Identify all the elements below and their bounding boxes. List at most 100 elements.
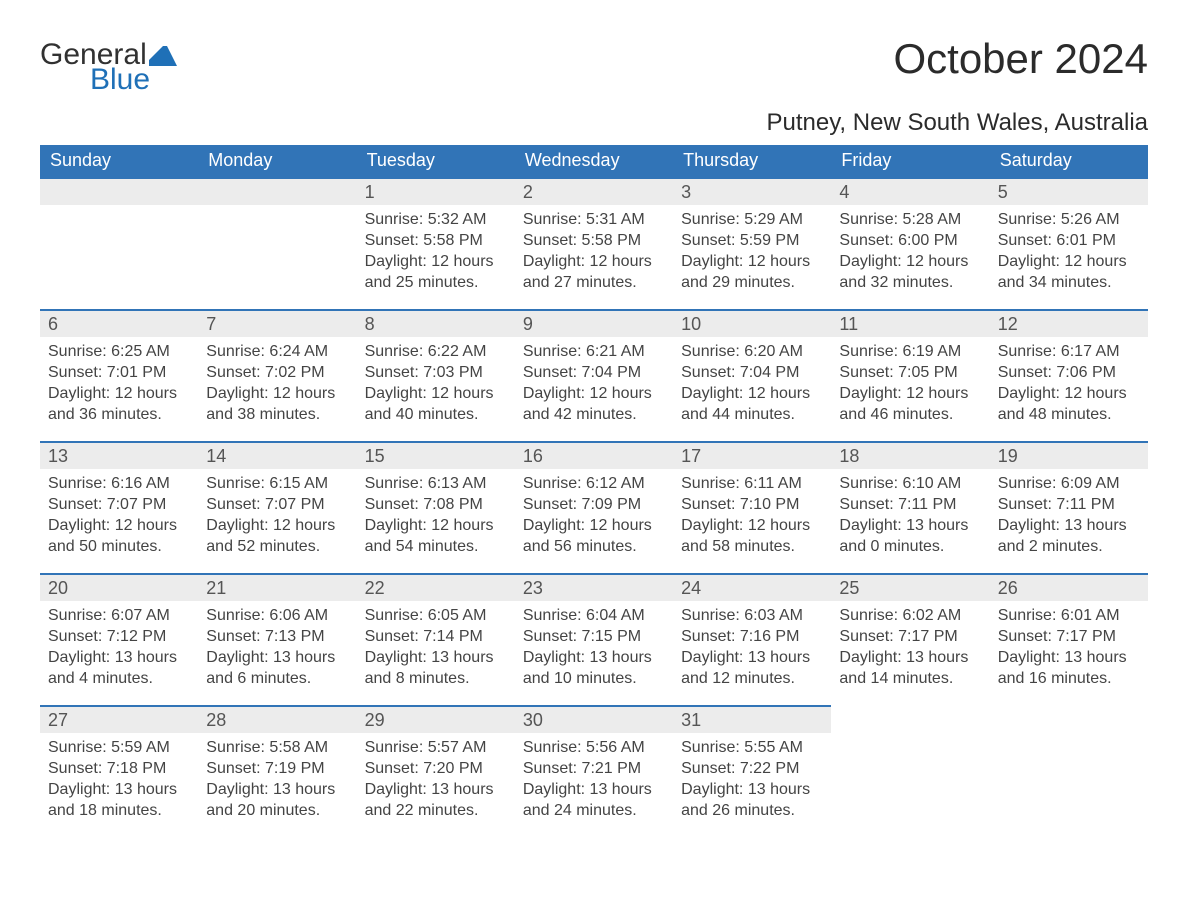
day-number: 13 (48, 446, 68, 466)
day-body: Sunrise: 5:29 AMSunset: 5:59 PMDaylight:… (673, 205, 831, 293)
calendar-day-cell: 2Sunrise: 5:31 AMSunset: 5:58 PMDaylight… (515, 177, 673, 309)
daylight-line: Daylight: 13 hours (365, 647, 507, 668)
day-body: Sunrise: 5:57 AMSunset: 7:20 PMDaylight:… (357, 733, 515, 821)
day-header: Tuesday (357, 145, 515, 177)
day-body: Sunrise: 5:32 AMSunset: 5:58 PMDaylight:… (357, 205, 515, 293)
day-number: 19 (998, 446, 1018, 466)
day-number-band: 4 (831, 177, 989, 205)
daylight-line: and 50 minutes. (48, 536, 190, 557)
sunset-line: Sunset: 7:18 PM (48, 758, 190, 779)
sunset-line: Sunset: 5:58 PM (523, 230, 665, 251)
daylight-line: and 0 minutes. (839, 536, 981, 557)
sunset-line: Sunset: 7:12 PM (48, 626, 190, 647)
calendar-day-cell: 3Sunrise: 5:29 AMSunset: 5:59 PMDaylight… (673, 177, 831, 309)
day-body: Sunrise: 6:24 AMSunset: 7:02 PMDaylight:… (198, 337, 356, 425)
calendar-day-cell: 24Sunrise: 6:03 AMSunset: 7:16 PMDayligh… (673, 573, 831, 705)
day-number: 20 (48, 578, 68, 598)
day-number: 17 (681, 446, 701, 466)
day-number: 29 (365, 710, 385, 730)
day-number-band: 31 (673, 705, 831, 733)
calendar-day-cell: 1Sunrise: 5:32 AMSunset: 5:58 PMDaylight… (357, 177, 515, 309)
calendar-day-cell (990, 705, 1148, 837)
calendar-day-cell: 26 Sunrise: 6:01 AMSunset: 7:17 PMDayligh… (990, 573, 1148, 705)
day-number-band: 23 (515, 573, 673, 601)
calendar-day-cell: 5Sunrise: 5:26 AMSunset: 6:01 PMDaylight… (990, 177, 1148, 309)
calendar-week-row: 6Sunrise: 6:25 AMSunset: 7:01 PMDaylight… (40, 309, 1148, 441)
daylight-line: Daylight: 12 hours (206, 383, 348, 404)
day-number: 9 (523, 314, 533, 334)
sunrise-line: Sunrise: 6:19 AM (839, 341, 981, 362)
day-number-band: 18 (831, 441, 989, 469)
day-number: 18 (839, 446, 859, 466)
daylight-line: Daylight: 12 hours (523, 383, 665, 404)
day-body: Sunrise: 6:15 AMSunset: 7:07 PMDaylight:… (198, 469, 356, 557)
daylight-line: Daylight: 13 hours (839, 515, 981, 536)
day-header: Thursday (673, 145, 831, 177)
calendar-day-cell (40, 177, 198, 309)
calendar-day-cell: 19 Sunrise: 6:09 AMSunset: 7:11 PMDayligh… (990, 441, 1148, 573)
calendar-day-cell: 17Sunrise: 6:11 AMSunset: 7:10 PMDayligh… (673, 441, 831, 573)
day-body: Sunrise: 6:09 AMSunset: 7:11 PMDaylight:… (990, 469, 1148, 557)
day-number: 22 (365, 578, 385, 598)
day-number-band: 3 (673, 177, 831, 205)
daylight-line: and 25 minutes. (365, 272, 507, 293)
sunset-line: Sunset: 7:20 PM (365, 758, 507, 779)
calendar-day-cell: 20Sunrise: 6:07 AMSunset: 7:12 PMDayligh… (40, 573, 198, 705)
calendar-day-cell: 31Sunrise: 5:55 AMSunset: 7:22 PMDayligh… (673, 705, 831, 837)
daylight-line: and 54 minutes. (365, 536, 507, 557)
sunrise-line: Sunrise: 5:58 AM (206, 737, 348, 758)
daylight-line: and 2 minutes. (998, 536, 1140, 557)
page-title: October 2024 (893, 38, 1148, 80)
daylight-line: Daylight: 13 hours (681, 779, 823, 800)
sunset-line: Sunset: 7:22 PM (681, 758, 823, 779)
daylight-line: and 14 minutes. (839, 668, 981, 689)
daylight-line: Daylight: 12 hours (365, 383, 507, 404)
day-body: Sunrise: 6:25 AMSunset: 7:01 PMDaylight:… (40, 337, 198, 425)
sunrise-line: Sunrise: 6:07 AM (48, 605, 190, 626)
day-body (40, 205, 198, 209)
daylight-line: Daylight: 13 hours (206, 779, 348, 800)
day-number-band: 17 (673, 441, 831, 469)
calendar-day-cell: 6Sunrise: 6:25 AMSunset: 7:01 PMDaylight… (40, 309, 198, 441)
sunset-line: Sunset: 7:21 PM (523, 758, 665, 779)
day-body: Sunrise: 6:12 AMSunset: 7:09 PMDaylight:… (515, 469, 673, 557)
day-body: Sunrise: 5:55 AMSunset: 7:22 PMDaylight:… (673, 733, 831, 821)
day-number: 2 (523, 182, 533, 202)
sunrise-line: Sunrise: 5:31 AM (523, 209, 665, 230)
sunrise-line: Sunrise: 6:10 AM (839, 473, 981, 494)
daylight-line: and 44 minutes. (681, 404, 823, 425)
sunrise-line: Sunrise: 6:17 AM (998, 341, 1140, 362)
day-number-band (990, 705, 1148, 731)
daylight-line: and 8 minutes. (365, 668, 507, 689)
daylight-line: and 20 minutes. (206, 800, 348, 821)
day-number-band: 6 (40, 309, 198, 337)
day-number: 26 (998, 578, 1018, 598)
day-number: 11 (839, 314, 858, 334)
daylight-line: and 22 minutes. (365, 800, 507, 821)
day-number-band: 28 (198, 705, 356, 733)
day-body: Sunrise: 6:02 AMSunset: 7:17 PMDaylight:… (831, 601, 989, 689)
day-body: Sunrise: 5:28 AMSunset: 6:00 PMDaylight:… (831, 205, 989, 293)
daylight-line: and 26 minutes. (681, 800, 823, 821)
sunrise-line: Sunrise: 6:11 AM (681, 473, 823, 494)
day-number: 24 (681, 578, 701, 598)
sunset-line: Sunset: 7:07 PM (48, 494, 190, 515)
day-number-band: 11 (831, 309, 989, 337)
calendar-day-cell: 11Sunrise: 6:19 AMSunset: 7:05 PMDayligh… (831, 309, 989, 441)
daylight-line: and 29 minutes. (681, 272, 823, 293)
day-body: Sunrise: 5:58 AMSunset: 7:19 PMDaylight:… (198, 733, 356, 821)
day-body: Sunrise: 6:01 AMSunset: 7:17 PMDaylight:… (990, 601, 1148, 689)
daylight-line: and 36 minutes. (48, 404, 190, 425)
day-body (990, 731, 1148, 735)
daylight-line: Daylight: 13 hours (998, 647, 1140, 668)
day-body: Sunrise: 6:22 AMSunset: 7:03 PMDaylight:… (357, 337, 515, 425)
day-number: 28 (206, 710, 226, 730)
daylight-line: Daylight: 13 hours (365, 779, 507, 800)
day-header: Saturday (990, 145, 1148, 177)
day-header: Friday (831, 145, 989, 177)
day-number-band: 10 (673, 309, 831, 337)
day-number: 10 (681, 314, 701, 334)
daylight-line: Daylight: 12 hours (839, 251, 981, 272)
daylight-line: and 6 minutes. (206, 668, 348, 689)
day-number: 12 (998, 314, 1018, 334)
